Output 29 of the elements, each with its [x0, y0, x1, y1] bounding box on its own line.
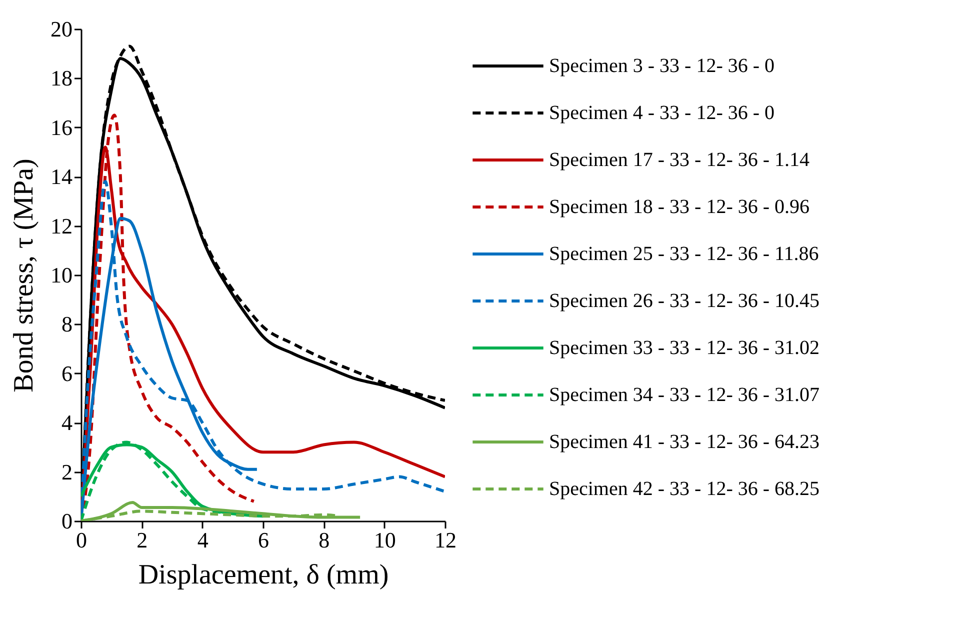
y-tick-label: 4	[62, 410, 72, 436]
y-tick-label: 14	[50, 164, 72, 190]
legend-label: Specimen 3 - 33 - 12- 36 - 0	[549, 55, 775, 77]
y-tick-label: 12	[50, 213, 72, 238]
x-tick-label: 8	[318, 528, 330, 552]
y-tick-label: 0	[62, 508, 72, 534]
legend-label: Specimen 18 - 33 - 12- 36 - 0.96	[549, 196, 810, 218]
legend-label: Specimen 17 - 33 - 12- 36 - 1.14	[549, 149, 810, 171]
y-tick-label: 18	[50, 66, 72, 91]
legend-label: Specimen 4 - 33 - 12- 36 - 0	[549, 102, 775, 124]
y-tick-label: 20	[50, 16, 72, 42]
y-axis-title: Bond stress, τ (MPa)	[8, 158, 40, 392]
legend-label: Specimen 26 - 33 - 12- 36 - 10.45	[549, 290, 820, 312]
legend-label: Specimen 33 - 33 - 12- 36 - 31.02	[549, 337, 820, 359]
legend-label: Specimen 34 - 33 - 12- 36 - 31.07	[549, 384, 820, 406]
y-tick-label: 2	[62, 459, 72, 484]
y-tick-label: 10	[50, 262, 72, 288]
y-tick-label: 8	[62, 312, 72, 337]
legend-label: Specimen 25 - 33 - 12- 36 - 11.86	[549, 243, 819, 265]
legend-label: Specimen 41 - 33 - 12- 36 - 64.23	[549, 431, 820, 453]
x-tick-label: 6	[258, 528, 269, 552]
legend-label: Specimen 42 - 33 - 12- 36 - 68.25	[549, 478, 820, 500]
x-tick-label: 4	[197, 528, 208, 552]
y-tick-label: 6	[62, 360, 72, 386]
x-tick-label: 12	[434, 528, 456, 552]
x-axis-title: Displacement, δ (mm)	[138, 560, 389, 590]
x-tick-label: 10	[374, 528, 396, 552]
x-tick-label: 2	[136, 528, 148, 552]
y-tick-label: 16	[50, 114, 72, 140]
